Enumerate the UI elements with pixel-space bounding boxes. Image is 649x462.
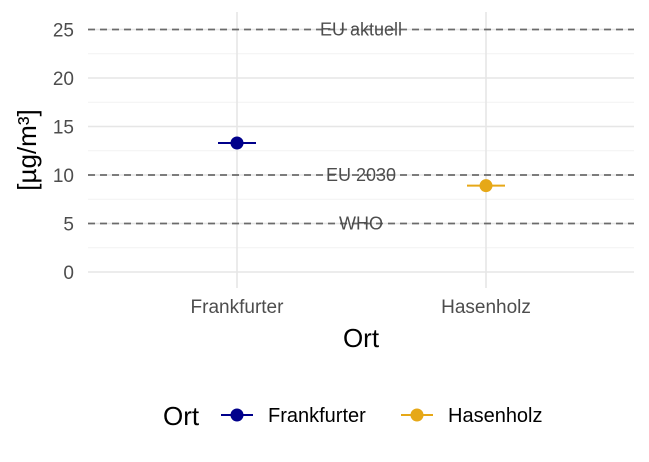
legend: Ort Frankfurter Hasenholz: [163, 401, 543, 431]
grid: [88, 12, 634, 288]
y-tick-label: 25: [53, 21, 74, 42]
data-points: [218, 136, 505, 193]
y-tick-label: 10: [53, 166, 74, 187]
y-axis-ticks: 0 5 10 15 20 25: [53, 21, 74, 285]
legend-key-point: [410, 408, 424, 422]
legend-label: Hasenholz: [448, 405, 543, 427]
y-tick-label: 5: [63, 215, 74, 236]
legend-key-point: [230, 408, 244, 422]
data-point: [479, 179, 493, 193]
data-point: [230, 136, 244, 150]
reference-line-label: EU aktuell: [320, 20, 402, 40]
legend-label: Frankfurter: [268, 405, 366, 427]
x-axis-title: Ort: [343, 323, 380, 353]
x-axis-ticks: Frankfurter Hasenholz: [191, 297, 531, 318]
reference-line-label: WHO: [339, 214, 383, 234]
x-tick-label: Hasenholz: [441, 297, 531, 318]
reference-lines: EU aktuell EU 2030 WHO: [88, 20, 634, 234]
legend-title: Ort: [163, 401, 200, 431]
y-tick-label: 20: [53, 69, 74, 90]
y-tick-label: 0: [63, 263, 74, 284]
y-tick-label: 15: [53, 118, 74, 139]
x-tick-label: Frankfurter: [191, 297, 285, 318]
reference-line-label: EU 2030: [326, 165, 396, 185]
y-axis-title: [µg/m³]: [12, 109, 42, 190]
